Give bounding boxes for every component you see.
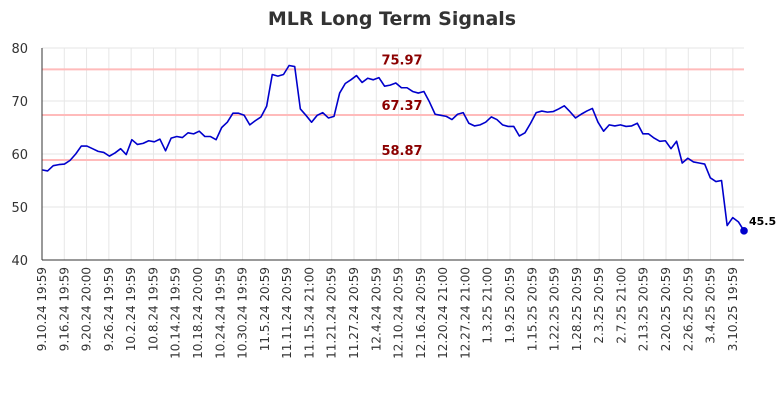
x-tick-label: 2.20.25 20:59: [659, 267, 673, 351]
x-tick-label: 10.24.24 19:59: [213, 267, 227, 359]
x-tick-label: 9.16.24 19:59: [57, 267, 71, 351]
x-tick-label: 12.4.24 20:59: [369, 267, 383, 351]
x-tick-label: 10.8.24 19:59: [146, 267, 160, 351]
x-tick-label: 2.26.25 20:59: [681, 267, 695, 351]
x-tick-label: 10.30.24 19:59: [236, 267, 250, 359]
x-tick-label: 1.9.25 20:59: [503, 267, 517, 344]
y-tick-label: 50: [11, 201, 28, 216]
last-point-label: 45.5: [749, 215, 776, 228]
x-tick-label: 1.28.25 20:59: [570, 267, 584, 351]
x-tick-label: 1.15.25 20:59: [525, 267, 539, 351]
x-tick-label: 3.4.25 20:59: [704, 267, 718, 344]
x-tick-label: 1.3.25 21:00: [481, 267, 495, 344]
y-tick-label: 70: [11, 95, 28, 110]
y-tick-label: 80: [11, 42, 28, 57]
last-point-marker: [740, 227, 748, 235]
x-tick-label: 12.27.24 21:00: [458, 267, 472, 359]
x-axis-ticks: 9.10.24 19:59 9.16.24 19:59 9.20.24 20:00 9…: [35, 267, 740, 359]
x-tick-label: 10.14.24 19:59: [169, 267, 183, 359]
x-tick-label: 1.22.25 20:59: [548, 267, 562, 351]
x-tick-label: 11.15.24 21:00: [302, 267, 316, 359]
series-line: [41, 64, 745, 232]
y-tick-label: 60: [11, 148, 28, 163]
reference-line-label: 58.87: [381, 144, 422, 159]
reference-line-label: 67.37: [381, 99, 422, 114]
x-tick-label: 12.10.24 20:59: [392, 267, 406, 359]
x-tick-label: 2.3.25 20:59: [592, 267, 606, 344]
x-tick-label: 11.5.24 20:59: [258, 267, 272, 351]
series-group: 45.5: [41, 64, 776, 235]
axes: [41, 48, 744, 261]
x-tick-label: 12.16.24 20:59: [414, 267, 428, 359]
horizontal-reference-lines: 75.97 67.37 58.87: [42, 53, 744, 161]
y-tick-label: 40: [11, 254, 28, 269]
x-tick-label: 2.13.25 20:59: [637, 267, 651, 351]
chart-title: MLR Long Term Signals: [268, 8, 516, 30]
x-tick-label: 11.11.24 20:59: [280, 267, 294, 359]
x-tick-label: 2.7.25 21:00: [614, 267, 628, 344]
x-tick-label: 9.20.24 20:00: [80, 267, 94, 351]
x-tick-label: 9.26.24 19:59: [102, 267, 116, 351]
x-tick-label: 11.21.24 20:59: [325, 267, 339, 359]
x-tick-label: 10.2.24 19:59: [124, 267, 138, 351]
x-tick-label: 10.18.24 20:00: [191, 267, 205, 359]
y-axis-ticks: 40 50 60 70 80: [11, 42, 28, 269]
x-tick-label: 3.10.25 19:59: [726, 267, 740, 351]
reference-line-label: 75.97: [381, 53, 422, 68]
x-tick-label: 12.20.24 21:00: [436, 267, 450, 359]
x-tick-label: 11.27.24 20:59: [347, 267, 361, 359]
x-tick-label: 9.10.24 19:59: [35, 267, 49, 351]
